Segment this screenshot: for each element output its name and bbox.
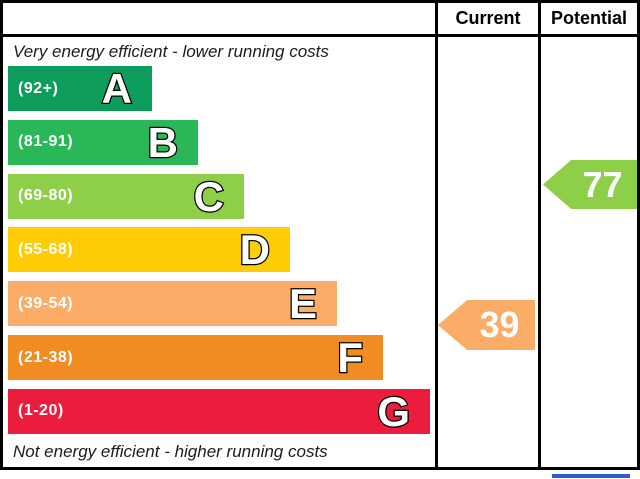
band-range: (39-54) xyxy=(18,294,74,312)
band-letter: B xyxy=(146,118,179,167)
cropped-blue-line xyxy=(552,474,630,478)
band-e: (39-54) E xyxy=(8,280,337,328)
band-letter: D xyxy=(238,226,271,274)
header-current-label: Current xyxy=(435,3,538,34)
chart-column: Very energy efficient - lower running co… xyxy=(3,37,435,467)
band-range: (81-91) xyxy=(18,133,74,151)
band-b: (81-91) B xyxy=(8,118,198,167)
header-row: Current Potential xyxy=(3,3,637,37)
band-range: (1-20) xyxy=(18,402,64,420)
band-a: (92+) A xyxy=(8,65,152,113)
band-range: (92+) xyxy=(18,79,59,97)
band-range: (69-80) xyxy=(18,187,74,205)
band-c: (69-80) C xyxy=(8,172,244,220)
band-letter: E xyxy=(288,280,319,328)
current-rating-value: 39 xyxy=(479,304,520,345)
potential-rating-arrow: 77 xyxy=(543,160,637,209)
header-chart-cell xyxy=(3,3,435,34)
band-range: (21-38) xyxy=(18,348,74,366)
current-rating-arrow: 39 xyxy=(438,300,535,350)
potential-column: 77 xyxy=(538,37,637,467)
top-caption: Very energy efficient - lower running co… xyxy=(13,42,329,61)
body-row: Very energy efficient - lower running co… xyxy=(3,37,637,467)
band-f: (21-38) F xyxy=(8,334,383,382)
header-potential-label: Potential xyxy=(538,3,637,34)
band-letter: A xyxy=(100,65,133,113)
current-column: 39 xyxy=(435,37,538,467)
band-letter: C xyxy=(192,172,225,220)
band-d: (55-68) D xyxy=(8,226,290,274)
band-g: (1-20) G xyxy=(8,387,430,436)
band-range: (55-68) xyxy=(18,240,74,258)
bottom-caption: Not energy efficient - higher running co… xyxy=(13,442,328,461)
potential-rating-value: 77 xyxy=(582,163,623,205)
band-letter: G xyxy=(376,387,411,436)
bands: (92+) A (81-91) B (69-80) C (55-68) D (3… xyxy=(3,65,435,436)
band-letter: F xyxy=(336,334,364,382)
